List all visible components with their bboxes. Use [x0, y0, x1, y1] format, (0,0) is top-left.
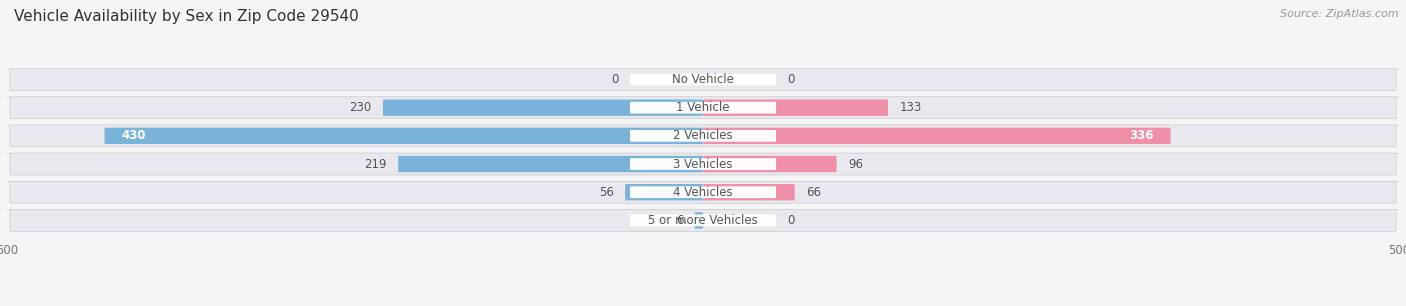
- FancyBboxPatch shape: [630, 130, 776, 142]
- FancyBboxPatch shape: [10, 181, 1396, 203]
- FancyBboxPatch shape: [398, 156, 703, 172]
- Text: 3 Vehicles: 3 Vehicles: [673, 158, 733, 170]
- FancyBboxPatch shape: [630, 102, 776, 114]
- Text: 96: 96: [848, 158, 863, 170]
- Text: 2 Vehicles: 2 Vehicles: [673, 129, 733, 142]
- Legend: Male, Female: Male, Female: [640, 302, 766, 306]
- FancyBboxPatch shape: [703, 99, 889, 116]
- FancyBboxPatch shape: [630, 158, 776, 170]
- FancyBboxPatch shape: [630, 74, 776, 85]
- Text: 133: 133: [900, 101, 921, 114]
- Text: 5 or more Vehicles: 5 or more Vehicles: [648, 214, 758, 227]
- FancyBboxPatch shape: [703, 184, 794, 200]
- FancyBboxPatch shape: [10, 153, 1396, 175]
- Text: 0: 0: [612, 73, 619, 86]
- FancyBboxPatch shape: [703, 156, 837, 172]
- Text: 0: 0: [787, 73, 794, 86]
- Text: 336: 336: [1129, 129, 1154, 142]
- Text: 219: 219: [364, 158, 387, 170]
- Text: Source: ZipAtlas.com: Source: ZipAtlas.com: [1281, 9, 1399, 19]
- Text: 56: 56: [599, 186, 614, 199]
- FancyBboxPatch shape: [626, 184, 703, 200]
- Text: 0: 0: [787, 214, 794, 227]
- Text: 66: 66: [806, 186, 821, 199]
- Text: No Vehicle: No Vehicle: [672, 73, 734, 86]
- FancyBboxPatch shape: [703, 128, 1171, 144]
- FancyBboxPatch shape: [10, 97, 1396, 119]
- FancyBboxPatch shape: [695, 212, 703, 229]
- FancyBboxPatch shape: [630, 186, 776, 198]
- Text: 4 Vehicles: 4 Vehicles: [673, 186, 733, 199]
- FancyBboxPatch shape: [630, 215, 776, 226]
- Text: 430: 430: [121, 129, 146, 142]
- FancyBboxPatch shape: [382, 99, 703, 116]
- FancyBboxPatch shape: [10, 125, 1396, 147]
- FancyBboxPatch shape: [10, 209, 1396, 231]
- FancyBboxPatch shape: [104, 128, 703, 144]
- Text: 230: 230: [350, 101, 371, 114]
- Text: 1 Vehicle: 1 Vehicle: [676, 101, 730, 114]
- FancyBboxPatch shape: [10, 69, 1396, 91]
- Text: Vehicle Availability by Sex in Zip Code 29540: Vehicle Availability by Sex in Zip Code …: [14, 9, 359, 24]
- Text: 6: 6: [676, 214, 683, 227]
